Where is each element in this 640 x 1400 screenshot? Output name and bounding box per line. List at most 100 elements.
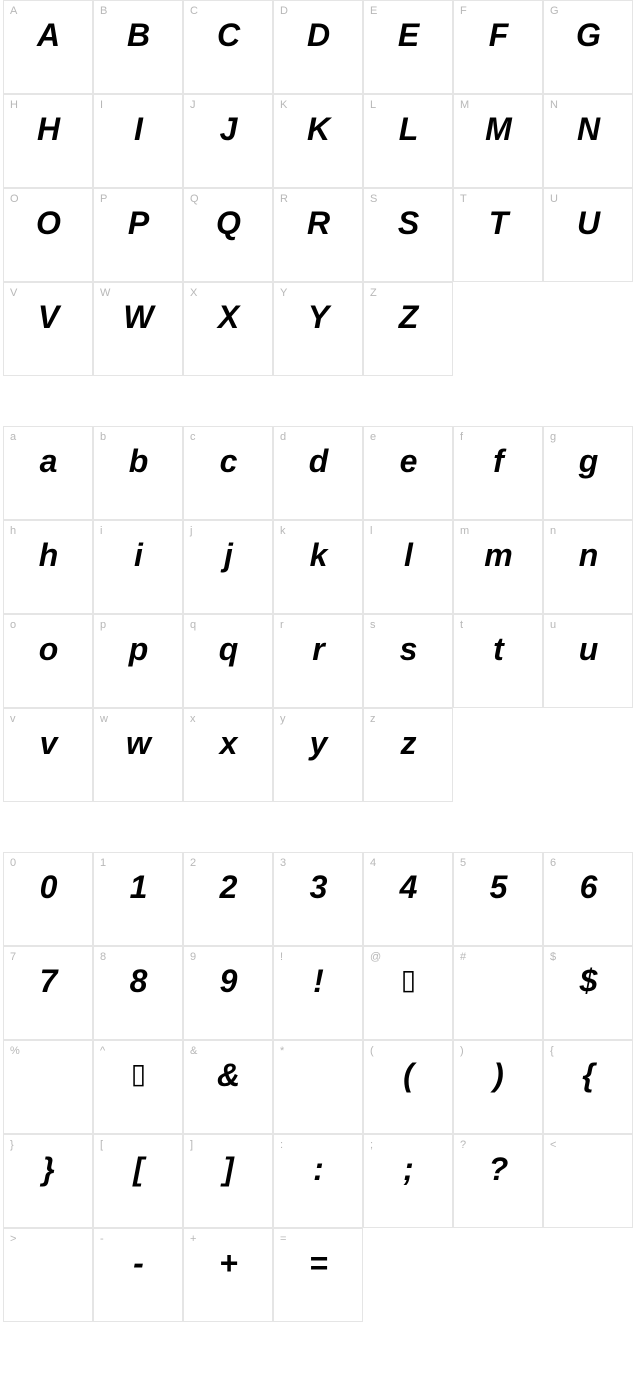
glyph-cell[interactable]: mm xyxy=(453,520,543,614)
glyph-cell[interactable]: % xyxy=(3,1040,93,1134)
glyph-cell[interactable]: XX xyxy=(183,282,273,376)
glyph-cell[interactable]: -- xyxy=(93,1228,183,1322)
glyph-cell[interactable]: RR xyxy=(273,188,363,282)
cell-label: S xyxy=(370,193,377,205)
glyph-cell[interactable]: kk xyxy=(273,520,363,614)
glyph-cell[interactable]: tt xyxy=(453,614,543,708)
glyph-cell[interactable]: oo xyxy=(3,614,93,708)
glyph-cell[interactable]: 55 xyxy=(453,852,543,946)
cell-label: C xyxy=(190,5,198,17)
cell-glyph: 3 xyxy=(274,869,362,906)
glyph-cell[interactable]: )) xyxy=(453,1040,543,1134)
glyph-cell[interactable]: EE xyxy=(363,0,453,94)
glyph-cell[interactable]: !! xyxy=(273,946,363,1040)
glyph-cell[interactable]: ^▯ xyxy=(93,1040,183,1134)
cell-label: M xyxy=(460,99,469,111)
glyph-cell[interactable]: zz xyxy=(363,708,453,802)
glyph-cell[interactable]: 99 xyxy=(183,946,273,1040)
cell-label: m xyxy=(460,525,469,537)
glyph-cell[interactable]: FF xyxy=(453,0,543,94)
glyph-cell[interactable]: yy xyxy=(273,708,363,802)
cell-label: o xyxy=(10,619,16,631)
glyph-cell[interactable]: PP xyxy=(93,188,183,282)
glyph-cell[interactable]: 11 xyxy=(93,852,183,946)
glyph-cell[interactable]: gg xyxy=(543,426,633,520)
glyph-cell[interactable]: :: xyxy=(273,1134,363,1228)
glyph-cell[interactable]: WW xyxy=(93,282,183,376)
cell-glyph: y xyxy=(274,725,362,762)
glyph-cell[interactable]: 66 xyxy=(543,852,633,946)
cell-label: < xyxy=(550,1139,556,1151)
glyph-cell[interactable]: @▯ xyxy=(363,946,453,1040)
glyph-cell[interactable]: jj xyxy=(183,520,273,614)
glyph-cell[interactable]: 00 xyxy=(3,852,93,946)
glyph-cell[interactable]: 33 xyxy=(273,852,363,946)
glyph-cell[interactable]: CC xyxy=(183,0,273,94)
glyph-cell[interactable]: xx xyxy=(183,708,273,802)
glyph-cell[interactable]: VV xyxy=(3,282,93,376)
glyph-cell[interactable]: # xyxy=(453,946,543,1040)
cell-glyph: C xyxy=(184,17,272,54)
glyph-cell[interactable]: aa xyxy=(3,426,93,520)
cell-glyph: N xyxy=(544,111,632,148)
glyph-cell[interactable]: bb xyxy=(93,426,183,520)
glyph-cell[interactable]: 44 xyxy=(363,852,453,946)
glyph-cell[interactable]: [[ xyxy=(93,1134,183,1228)
glyph-cell[interactable]: == xyxy=(273,1228,363,1322)
glyph-cell[interactable]: && xyxy=(183,1040,273,1134)
glyph-cell[interactable]: TT xyxy=(453,188,543,282)
glyph-cell[interactable]: NN xyxy=(543,94,633,188)
cell-label: v xyxy=(10,713,16,725)
glyph-cell[interactable]: ?? xyxy=(453,1134,543,1228)
glyph-cell[interactable]: vv xyxy=(3,708,93,802)
glyph-cell[interactable]: BB xyxy=(93,0,183,94)
glyph-cell[interactable]: {{ xyxy=(543,1040,633,1134)
glyph-cell[interactable]: ee xyxy=(363,426,453,520)
glyph-cell[interactable]: ff xyxy=(453,426,543,520)
glyph-cell[interactable]: > xyxy=(3,1228,93,1322)
glyph-cell[interactable]: ;; xyxy=(363,1134,453,1228)
glyph-cell[interactable]: (( xyxy=(363,1040,453,1134)
glyph-cell[interactable]: dd xyxy=(273,426,363,520)
glyph-cell[interactable]: SS xyxy=(363,188,453,282)
cell-label: b xyxy=(100,431,106,443)
glyph-cell[interactable]: hh xyxy=(3,520,93,614)
glyph-cell[interactable]: $$ xyxy=(543,946,633,1040)
glyph-cell[interactable]: pp xyxy=(93,614,183,708)
cell-label: 6 xyxy=(550,857,556,869)
glyph-cell[interactable]: DD xyxy=(273,0,363,94)
glyph-cell[interactable]: HH xyxy=(3,94,93,188)
glyph-cell[interactable]: ]] xyxy=(183,1134,273,1228)
cell-label: l xyxy=(370,525,372,537)
glyph-cell[interactable]: ii xyxy=(93,520,183,614)
glyph-cell[interactable]: LL xyxy=(363,94,453,188)
glyph-cell[interactable]: < xyxy=(543,1134,633,1228)
glyph-cell[interactable]: QQ xyxy=(183,188,273,282)
glyph-cell[interactable]: ll xyxy=(363,520,453,614)
glyph-cell[interactable]: 88 xyxy=(93,946,183,1040)
glyph-cell[interactable]: KK xyxy=(273,94,363,188)
glyph-cell[interactable]: rr xyxy=(273,614,363,708)
glyph-cell[interactable]: cc xyxy=(183,426,273,520)
glyph-cell[interactable]: ZZ xyxy=(363,282,453,376)
glyph-cell[interactable]: * xyxy=(273,1040,363,1134)
glyph-cell[interactable]: ++ xyxy=(183,1228,273,1322)
glyph-cell[interactable]: ss xyxy=(363,614,453,708)
glyph-cell[interactable]: AA xyxy=(3,0,93,94)
glyph-cell[interactable]: 22 xyxy=(183,852,273,946)
glyph-cell[interactable]: qq xyxy=(183,614,273,708)
glyph-cell[interactable]: }} xyxy=(3,1134,93,1228)
glyph-cell[interactable]: 77 xyxy=(3,946,93,1040)
glyph-cell[interactable]: GG xyxy=(543,0,633,94)
glyph-cell[interactable]: UU xyxy=(543,188,633,282)
glyph-cell[interactable]: nn xyxy=(543,520,633,614)
glyph-cell[interactable]: OO xyxy=(3,188,93,282)
glyph-cell[interactable]: YY xyxy=(273,282,363,376)
cell-label: & xyxy=(190,1045,197,1057)
glyph-cell[interactable]: JJ xyxy=(183,94,273,188)
cell-label: j xyxy=(190,525,192,537)
glyph-cell[interactable]: MM xyxy=(453,94,543,188)
glyph-cell[interactable]: II xyxy=(93,94,183,188)
glyph-cell[interactable]: ww xyxy=(93,708,183,802)
glyph-cell[interactable]: uu xyxy=(543,614,633,708)
